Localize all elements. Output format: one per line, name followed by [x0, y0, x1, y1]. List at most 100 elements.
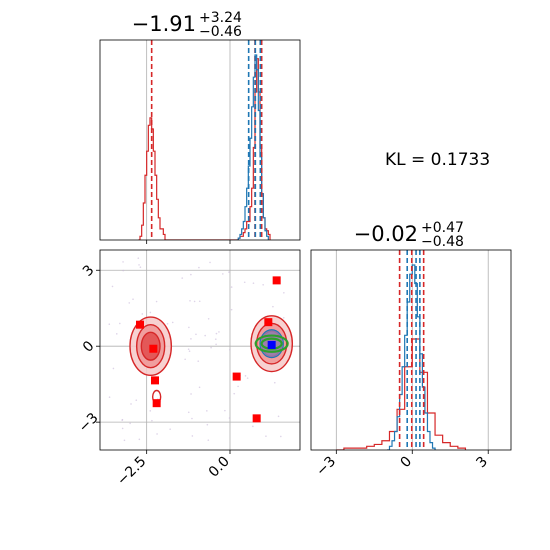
joint-red-marker-7: [272, 276, 281, 285]
joint-red-marker-1: [149, 344, 158, 353]
joint-sample-dot: [204, 334, 206, 337]
hist-y-title-minus: −0.48: [421, 234, 464, 250]
joint-sample-dot: [207, 439, 210, 441]
joint-sample-dot: [108, 396, 111, 398]
joint-sample-dot: [209, 261, 211, 264]
joint-sample-dot: [130, 403, 132, 405]
joint-sample-dot: [191, 435, 194, 437]
joint-sample-dot: [188, 326, 190, 329]
kl-annotation: KL = 0.1733: [385, 150, 490, 170]
hist-x-title-plus: +3.24: [199, 10, 242, 26]
joint-sample-dot: [129, 422, 131, 425]
hist-x-title-median: −1.91: [132, 12, 196, 36]
joint-sample-dot: [151, 419, 153, 422]
joint-sample-dot: [262, 283, 264, 286]
joint-sample-dot: [155, 300, 158, 303]
hist-x-content: [138, 40, 271, 240]
hist-y-title: −0.02: [354, 222, 418, 246]
joint-sample-dot: [137, 257, 140, 259]
joint-sample-dot: [112, 367, 115, 370]
hist-x-frame: [99, 39, 301, 241]
joint-sample-dot: [187, 411, 190, 414]
joint-sample-dot: [218, 331, 220, 333]
joint-sample-dot: [229, 348, 231, 351]
joint-sample-dot: [188, 350, 191, 352]
joint-sample-dot: [237, 385, 239, 388]
joint-sample-dot: [207, 317, 210, 320]
joint-sample-dot: [122, 261, 124, 263]
joint-sample-dot: [282, 316, 285, 319]
joint-sample-dot: [224, 409, 226, 412]
joint-sample-dot: [184, 358, 186, 361]
hist-y-title-plus: +0.47: [421, 220, 464, 236]
joint-sample-dot: [246, 377, 249, 379]
joint-y-tick-label-2: 3: [80, 262, 98, 280]
hist-y-content: [336, 250, 467, 450]
joint-sample-dot: [121, 419, 123, 421]
joint-sample-dot: [189, 299, 191, 302]
joint-sample-dot: [118, 322, 121, 325]
joint-red-marker-5: [252, 414, 261, 423]
joint-sample-dot: [169, 428, 171, 430]
joint-sample-dot: [210, 346, 212, 349]
joint-sample-dot: [277, 415, 280, 418]
joint-sample-dot: [279, 435, 282, 438]
joint-red-marker-0: [136, 320, 144, 329]
joint-sample-dot: [197, 360, 200, 362]
joint-sample-dot: [283, 292, 285, 294]
joint-red-marker-3: [152, 399, 161, 408]
joint-sample-dot: [111, 285, 114, 288]
joint-sample-dot: [141, 313, 144, 315]
joint-green-contour-0: [254, 334, 289, 353]
joint-sample-dot: [233, 392, 236, 395]
joint-sample-dot: [122, 269, 125, 272]
joint-sample-dot: [228, 271, 230, 273]
joint-x-tick-label-1: 0.0: [206, 454, 233, 481]
joint-sample-dot: [139, 266, 142, 269]
joint-sample-dot: [149, 410, 152, 412]
joint-blue-marker: [267, 340, 276, 349]
joint-sample-dot: [215, 332, 218, 335]
joint-sample-dot: [138, 264, 140, 266]
hist-x-title: −1.91: [132, 12, 196, 36]
hist-x-ticks: [146, 240, 231, 244]
joint-sample-dot: [230, 286, 233, 288]
joint-red-marker-4: [232, 372, 241, 381]
joint-sample-dot: [215, 343, 217, 346]
joint-sample-dot: [190, 338, 192, 340]
joint-sample-dot: [187, 348, 190, 351]
joint-sample-dot: [135, 399, 138, 402]
joint-content: [108, 257, 294, 442]
joint-sample-dot: [190, 273, 192, 276]
hist-x-grid: [146, 40, 231, 240]
joint-sample-dot: [222, 273, 224, 275]
hist-y-panel: −3 0 3 −0.02 +0.47 −0.48: [310, 220, 512, 479]
joint-sample-dot: [206, 423, 209, 426]
hist-y-title-median: −0.02: [354, 222, 418, 246]
joint-sample-dot: [214, 338, 217, 340]
hist-x-panel: −1.91 +3.24 −0.46: [99, 10, 301, 244]
hist-y-tick-label-0: −3: [313, 454, 339, 480]
joint-sample-dot: [128, 302, 131, 304]
joint-sample-dot: [156, 433, 158, 435]
hist-y-tick-label-1: 0: [397, 454, 415, 472]
joint-red-marker-2: [151, 376, 159, 385]
joint-sample-dot: [171, 321, 174, 324]
joint-sample-dot: [230, 308, 233, 311]
joint-frame: [99, 249, 301, 451]
hist-x-series-blue: [236, 54, 269, 240]
joint-sample-dot: [193, 300, 196, 303]
joint-x-tick-label-0: −2.5: [114, 454, 149, 489]
joint-sample-dot: [206, 410, 208, 412]
joint-sample-dot: [244, 375, 247, 377]
joint-sample-dot: [195, 333, 197, 336]
joint-panel: −2.5 0.0 −3 0 3: [76, 249, 301, 489]
joint-sample-dot: [123, 439, 126, 442]
hist-y-tick-label-2: 3: [473, 454, 491, 472]
joint-sample-dot: [272, 305, 274, 308]
hist-y-ticks: −3 0 3: [313, 450, 491, 479]
joint-sample-dot: [108, 323, 111, 326]
joint-y-tick-label-1: 0: [80, 338, 98, 356]
hist-y-frame: [310, 249, 512, 451]
hist-x-title-minus: −0.46: [199, 24, 242, 40]
